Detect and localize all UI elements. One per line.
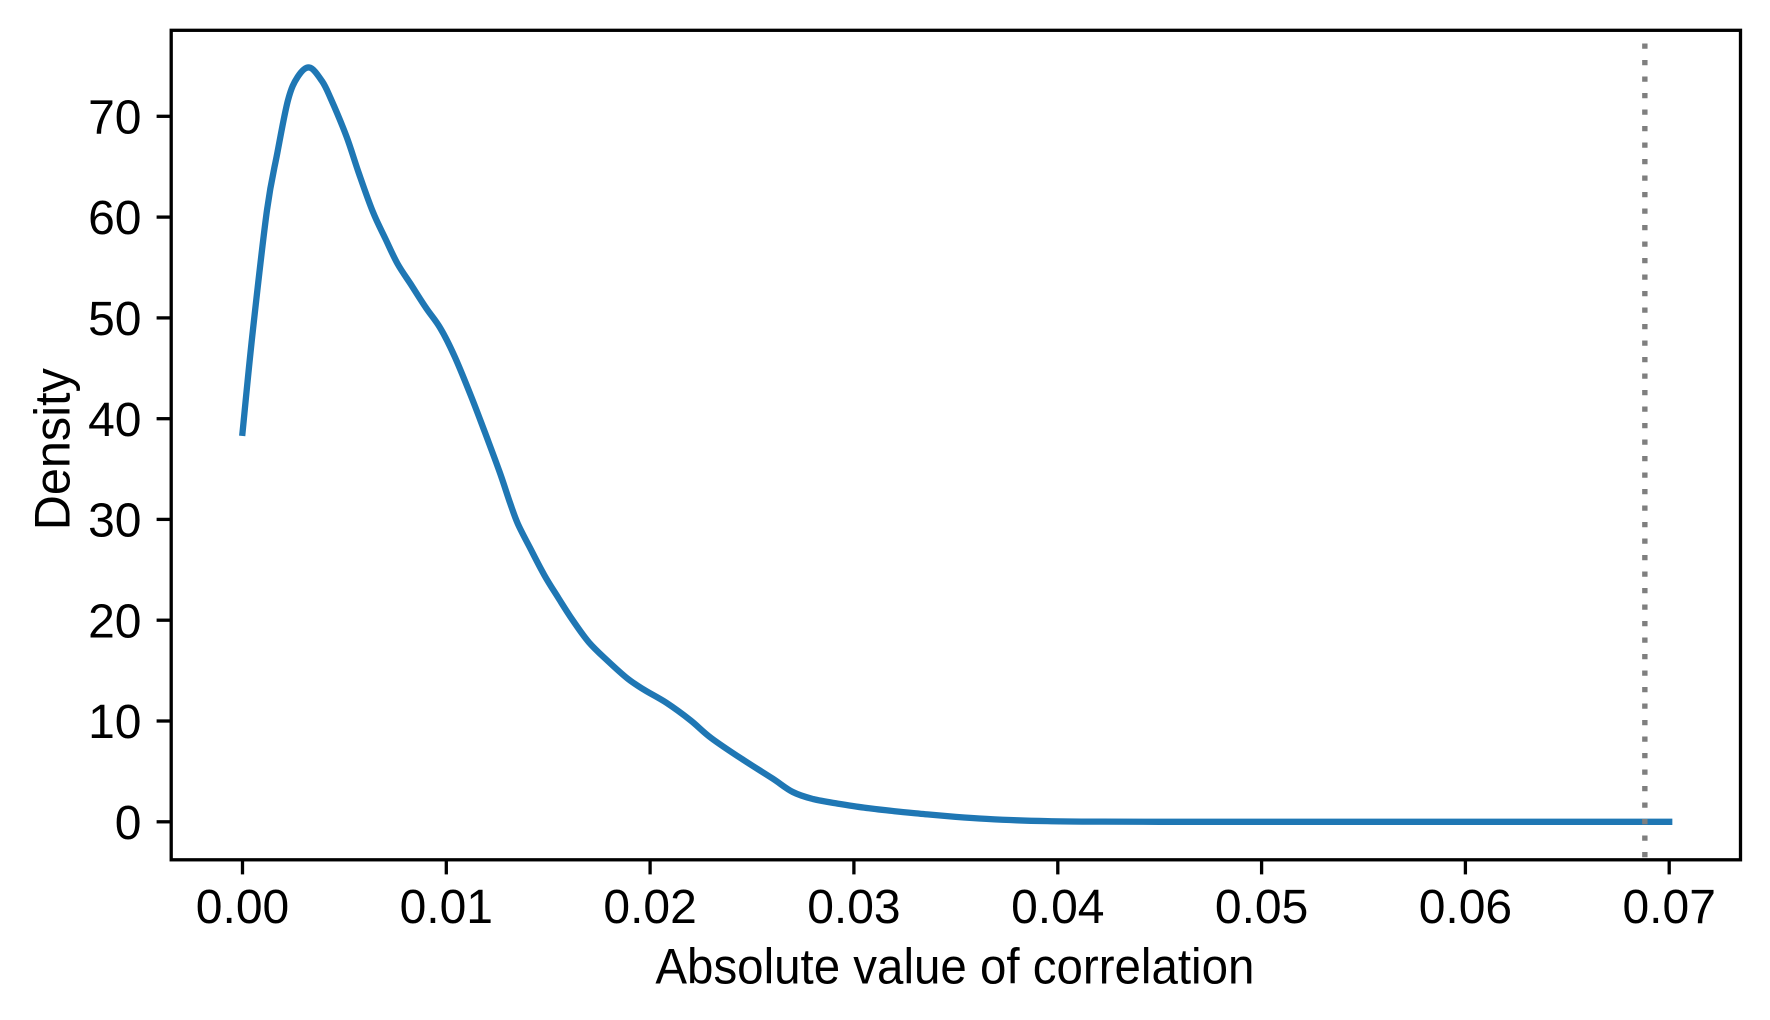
svg-text:0.05: 0.05 xyxy=(1215,881,1308,934)
svg-text:0.00: 0.00 xyxy=(196,881,289,934)
svg-text:0.01: 0.01 xyxy=(400,881,493,934)
svg-text:0: 0 xyxy=(115,797,142,850)
svg-text:0.02: 0.02 xyxy=(603,881,696,934)
svg-text:50: 50 xyxy=(88,293,141,346)
svg-text:0.06: 0.06 xyxy=(1419,881,1512,934)
svg-text:Absolute value of correlation: Absolute value of correlation xyxy=(655,938,1254,994)
svg-text:70: 70 xyxy=(88,91,141,144)
svg-text:0.03: 0.03 xyxy=(807,881,900,934)
svg-text:0.04: 0.04 xyxy=(1011,881,1104,934)
svg-text:0.07: 0.07 xyxy=(1622,881,1715,934)
svg-text:10: 10 xyxy=(88,696,141,749)
svg-text:30: 30 xyxy=(88,495,141,548)
svg-text:40: 40 xyxy=(88,394,141,447)
svg-text:60: 60 xyxy=(88,192,141,245)
svg-text:Density: Density xyxy=(24,368,80,530)
svg-text:20: 20 xyxy=(88,595,141,648)
